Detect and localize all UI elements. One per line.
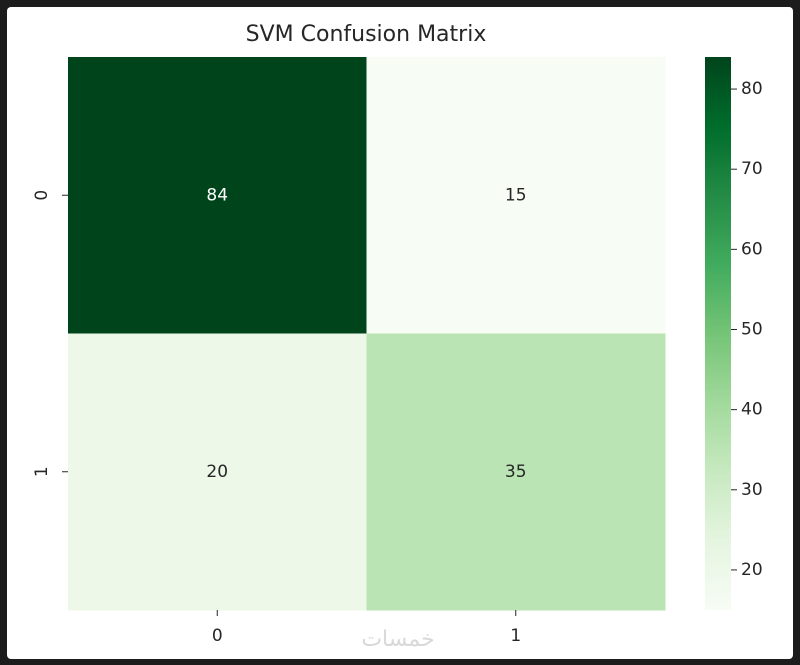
colorbar-tick-label: 60 <box>741 239 763 259</box>
cell-label: 20 <box>206 462 228 482</box>
x-tick-label: 0 <box>212 626 223 646</box>
heatmap-cell <box>366 333 666 611</box>
colorbar-tick-label: 30 <box>741 480 763 500</box>
heatmap-cell <box>366 57 666 334</box>
heatmap-cell <box>68 57 367 334</box>
y-tick-label: 1 <box>32 466 52 477</box>
colorbar-tick-label: 20 <box>741 560 763 580</box>
colorbar-tick-label: 40 <box>741 400 763 420</box>
colorbar <box>705 57 731 610</box>
y-tick-label: 0 <box>32 190 52 201</box>
heatmap-cell <box>68 333 367 611</box>
x-tick-label: 1 <box>510 626 521 646</box>
chart-title: SVM Confusion Matrix <box>246 22 487 47</box>
cell-label: 15 <box>505 185 527 205</box>
colorbar-tick-label: 80 <box>741 79 763 99</box>
colorbar-tick-label: 70 <box>741 159 763 179</box>
cell-label: 84 <box>206 185 228 205</box>
cell-label: 35 <box>505 462 527 482</box>
colorbar-tick-label: 50 <box>741 319 763 339</box>
watermark: خمسات <box>361 627 434 652</box>
